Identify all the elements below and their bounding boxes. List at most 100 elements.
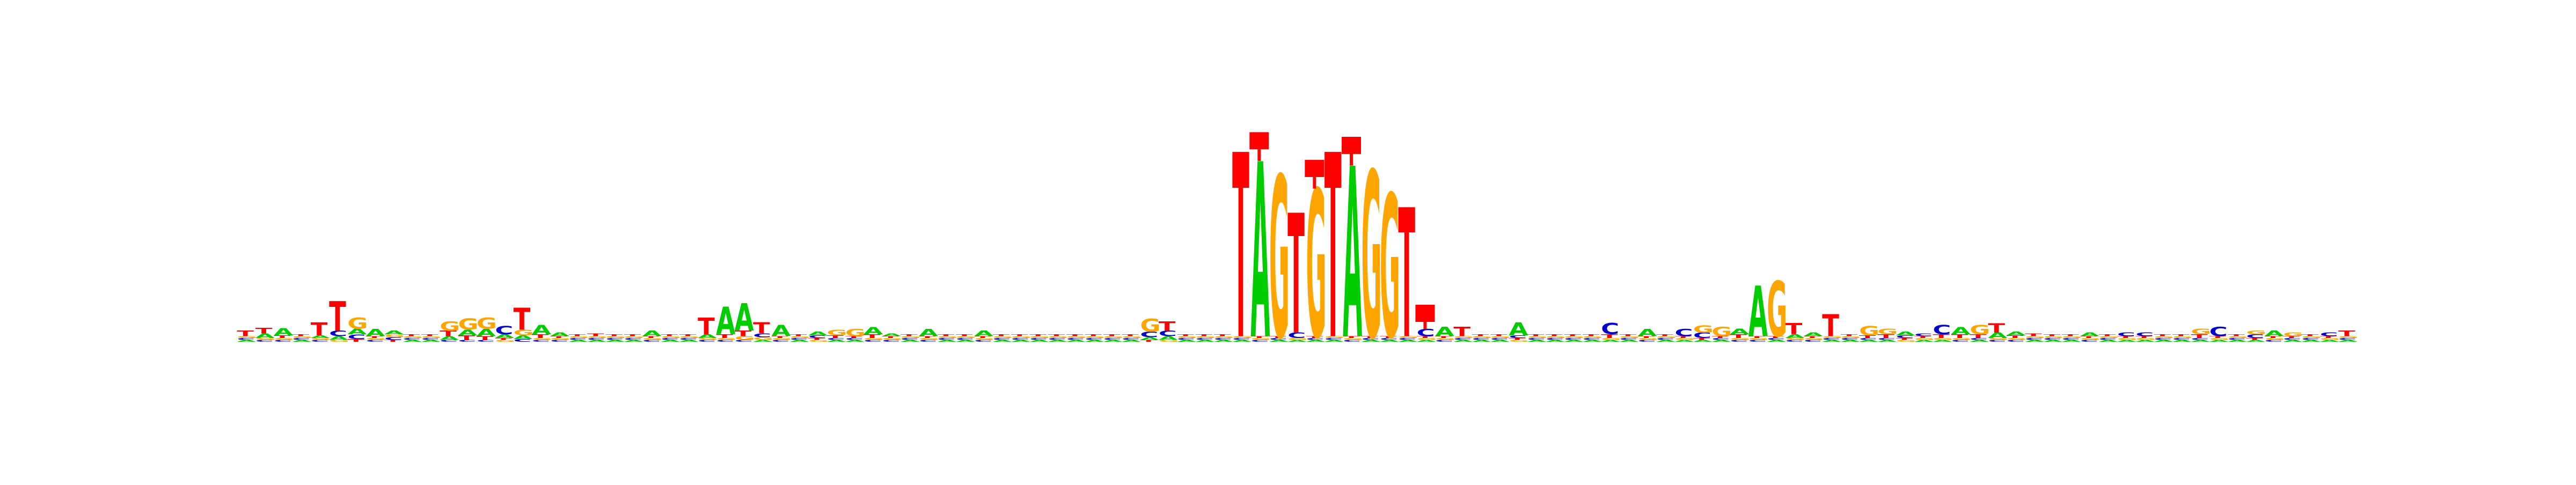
logo-letter-a: A [1122,340,1141,343]
logo-letter-c: C [1988,340,2006,343]
logo-letter-c: C [1085,337,1103,341]
logo-letter-g: G [587,336,608,339]
logo-letter-a: A [808,330,828,336]
logo-letter-c: C [458,340,477,343]
logo-letter-c: C [1417,327,1435,339]
logo-letter-a: A [2117,340,2137,343]
logo-letter-g: G [2154,336,2175,339]
logo-letter-c: C [1214,337,1232,341]
logo-letter-c: C [2265,340,2283,343]
logo-letter-a: A [1877,340,1897,343]
logo-letter-g: G [1490,336,1511,339]
logo-letter-t: T [938,334,955,337]
logo-letter-c: C [1583,337,1601,341]
logo-letter-g: G [384,334,405,338]
logo-letter-t: T [1343,336,1360,339]
logo-letter-a: A [1398,340,1418,343]
logo-letter-a: A [919,327,939,339]
logo-letter-a: A [1951,325,1971,337]
logo-letter-g: G [698,337,718,341]
logo-letter-a: A [1730,327,1750,336]
logo-letter-t: T [993,334,1010,337]
logo-letter-c: C [1343,340,1361,343]
letter-stacks: ACGTCGATCGTAACGTCGATGACTTCAGCGTATCGAACGT… [237,101,2359,396]
logo-letter-a: A [605,340,625,343]
logo-letter-c: C [1546,337,1564,341]
logo-letter-t: T [274,335,291,339]
logo-letter-c: C [1509,335,1527,339]
logo-letter-g: G [1914,337,1935,341]
logo-letter-c: C [642,340,661,343]
logo-letter-g: G [495,340,515,343]
logo-letter-c: C [514,338,532,342]
logo-letter-c: C [366,340,384,343]
logo-letter-g: G [1472,336,1492,339]
logo-letter-a: A [1711,340,1731,343]
error-bar-cap [1342,136,1362,154]
logo-letter-c: C [1914,333,1933,337]
logo-letter-c: C [2191,337,2209,341]
logo-letter-t: T [311,319,328,340]
logo-letter-c: C [1822,337,1840,341]
logo-letter-g: G [938,336,958,339]
logo-letter-a: A [753,340,773,343]
logo-letter-c: C [2080,340,2098,343]
logo-letter-a: A [1048,340,1068,343]
logo-letter-c: C [2062,337,2080,341]
logo-letter-t: T [2135,336,2153,339]
logo-letter-g: G [1453,336,1474,339]
logo-letter-t: T [329,293,346,341]
logo-letter-c: C [1122,337,1140,341]
logo-letter-c: C [1638,340,1656,343]
logo-letter-g: G [1122,336,1142,339]
logo-letter-a: A [1693,340,1713,343]
logo-letter-a: A [1306,340,1326,343]
logo-letter-t: T [1232,101,1249,396]
logo-letter-g: G [863,337,884,341]
logo-letter-g: G [1011,336,1031,339]
logo-letter-a: A [735,296,754,340]
logo-letter-c: C [863,340,882,343]
logo-letter-a: A [1638,327,1658,339]
logo-letter-g: G [2007,337,2027,341]
logo-letter-g: G [1951,337,1972,341]
logo-letter-c: C [1140,330,1158,339]
logo-letter-g: G [1159,340,1179,343]
logo-letter-t: T [2191,333,2208,339]
logo-letter-c: C [1675,327,1693,339]
logo-letter-c: C [1453,337,1472,341]
logo-letter-a: A [329,335,348,341]
logo-letter-c: C [2135,332,2154,337]
logo-letter-c: C [1748,340,1767,343]
logo-letter-a: A [458,328,478,337]
logo-letter-c: C [1029,337,1048,341]
logo-letter-g: G [2228,336,2248,339]
logo-letter-t: T [827,335,844,339]
logo-letter-c: C [2246,333,2264,339]
logo-letter-c: C [790,337,808,341]
logo-letter-g: G [624,336,645,339]
